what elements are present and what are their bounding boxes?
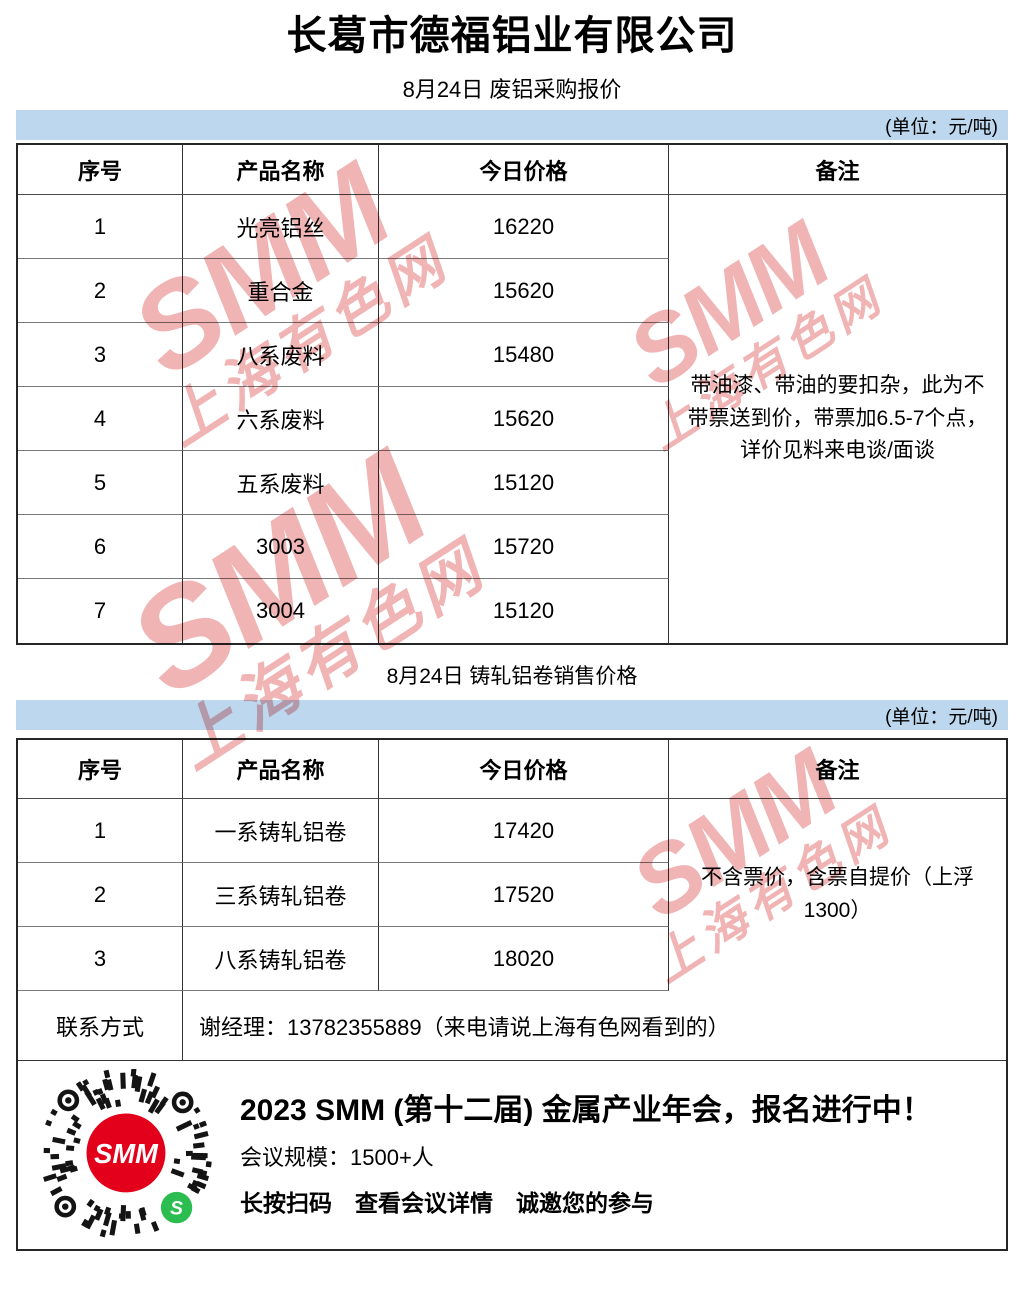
qr-code: SMM S: [42, 1068, 214, 1241]
table-row-cell-name: 三系铸轧铝卷: [183, 863, 379, 927]
table1: 序号 产品名称 今日价格 备注 带油漆、带油的要扣杂，此为不带票送到价，带票加6…: [16, 143, 1008, 645]
table-row-cell-no: 1: [18, 799, 183, 863]
company-title: 长葛市德福铝业有限公司: [286, 14, 738, 58]
qr-eye-top-right: [171, 1091, 194, 1114]
table-row-cell-price: 15120: [379, 451, 669, 515]
table-row-cell-price: 15480: [379, 323, 669, 387]
table-row-cell-no: 2: [18, 863, 183, 927]
qr-eye-top-left: [57, 1089, 80, 1112]
table2-header-price: 今日价格: [379, 740, 669, 799]
table-row-cell-name: 3004: [183, 579, 379, 643]
table-row-cell-name: 一系铸轧铝卷: [183, 799, 379, 863]
table-row-cell-no: 2: [18, 259, 183, 323]
table-row-cell-price: 15720: [379, 515, 669, 579]
table2-unit-label: (单位：元/吨): [885, 706, 998, 728]
qr-dash-pattern: [43, 1068, 212, 1238]
qr-eye-bottom-left: [54, 1195, 77, 1218]
footer-banner: SMM S 2023 SMM (第十二届) 金属产业年会，报名进行中！ 会议规模…: [18, 1061, 1006, 1249]
qr-center-red-circle: [86, 1113, 166, 1193]
table1-remark-cell: 带油漆、带油的要扣杂，此为不带票送到价，带票加6.5-7个点，详价见料来电谈/面…: [687, 374, 988, 463]
table2-header-remark: 备注: [669, 740, 1006, 799]
table-row-cell-no: 4: [18, 387, 183, 451]
conference-cta: 长按扫码 查看会议详情 诚邀您的参与: [240, 1190, 654, 1216]
table-row-cell-name: 八系铸轧铝卷: [183, 927, 379, 991]
table2-unit-band: (单位：元/吨): [16, 700, 1008, 730]
qr-smm-label: SMM: [94, 1138, 159, 1169]
table1-unit-band: (单位：元/吨): [16, 110, 1008, 140]
table-row-cell-price: 15620: [379, 387, 669, 451]
table1-unit-label: (单位：元/吨): [885, 116, 998, 138]
wechat-miniprogram-icon: [160, 1191, 193, 1224]
table1-header-no: 序号: [18, 145, 183, 195]
table2-header-no: 序号: [18, 740, 183, 799]
table2-subtitle: 8月24日 铸轧铝卷销售价格: [386, 665, 638, 688]
table-row-cell-price: 17520: [379, 863, 669, 927]
table2-header-product: 产品名称: [183, 740, 379, 799]
table-row-cell-name: 五系废料: [183, 451, 379, 515]
table-row-cell-name: 八系废料: [183, 323, 379, 387]
table1-header-remark: 备注: [669, 145, 1006, 195]
table-row-cell-no: 6: [18, 515, 183, 579]
table1-header-product: 产品名称: [183, 145, 379, 195]
table-row-cell-no: 7: [18, 579, 183, 643]
table1-header-price: 今日价格: [379, 145, 669, 195]
table-row-cell-no: 3: [18, 323, 183, 387]
table-row-cell-no: 5: [18, 451, 183, 515]
table-row-cell-no: 3: [18, 927, 183, 991]
table-row-cell-name: 六系废料: [183, 387, 379, 451]
table-row-cell-price: 15120: [379, 579, 669, 643]
table-row-cell-price: 17420: [379, 799, 669, 863]
conference-title: 2023 SMM (第十二届) 金属产业年会，报名进行中！: [240, 1094, 932, 1127]
table-row-cell-no: 1: [18, 195, 183, 259]
table1-subtitle: 8月24日 废铝采购报价: [402, 77, 622, 102]
wechat-miniprogram-s: S: [170, 1199, 183, 1220]
conference-scale: 会议规模：1500+人: [240, 1145, 434, 1170]
table-row-cell-name: 3003: [183, 515, 379, 579]
table-row-cell-name: 光亮铝丝: [183, 195, 379, 259]
table2-remark-cell: 不含票价，含票自提价（上浮1300）: [701, 866, 974, 922]
table-row-cell-price: 15620: [379, 259, 669, 323]
table-row-cell-price: 18020: [379, 927, 669, 991]
table-row-cell-price: 16220: [379, 195, 669, 259]
contact-value: 谢经理：13782355889（来电请说上海有色网看到的）: [183, 991, 1006, 1061]
table-row-cell-name: 重合金: [183, 259, 379, 323]
footer-text-block: 2023 SMM (第十二届) 金属产业年会，报名进行中！ 会议规模：1500+…: [240, 1093, 932, 1217]
table2: 序号 产品名称 今日价格 备注 不含票价，含票自提价（上浮1300） 1 一系铸…: [16, 738, 1008, 1251]
contact-label: 联系方式: [18, 991, 183, 1061]
